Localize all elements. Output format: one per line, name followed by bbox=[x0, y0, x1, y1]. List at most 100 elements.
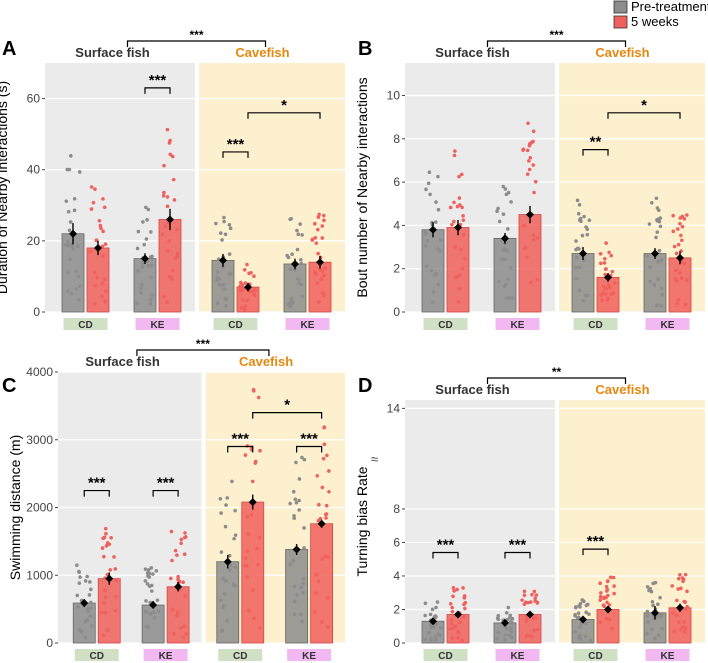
category-tag bbox=[213, 318, 258, 330]
data-point bbox=[463, 606, 467, 611]
surface-background bbox=[405, 400, 555, 643]
data-point bbox=[584, 293, 589, 298]
data-point bbox=[316, 579, 321, 583]
axis-break: ≈ bbox=[371, 452, 378, 467]
data-point bbox=[327, 489, 331, 494]
data-point bbox=[600, 298, 604, 302]
data-point bbox=[459, 247, 463, 252]
data-point bbox=[181, 635, 185, 639]
data-point bbox=[162, 294, 166, 299]
data-point bbox=[324, 516, 328, 520]
data-point bbox=[223, 524, 228, 529]
data-point bbox=[679, 233, 683, 238]
pair-sig-bracket bbox=[222, 151, 249, 158]
data-point bbox=[496, 206, 500, 211]
pair-sig-bracket bbox=[83, 489, 110, 497]
category-tag bbox=[495, 649, 540, 661]
group-title-surface: Surface fish bbox=[435, 382, 509, 397]
data-point bbox=[296, 232, 301, 237]
data-point bbox=[321, 456, 326, 461]
data-point bbox=[434, 634, 438, 639]
data-point bbox=[463, 256, 467, 261]
data-point bbox=[88, 580, 92, 584]
data-point bbox=[450, 636, 455, 640]
data-point bbox=[215, 270, 220, 274]
data-point bbox=[101, 229, 105, 234]
pair-sig-label: * bbox=[641, 97, 647, 114]
mean-marker bbox=[604, 273, 612, 282]
y-tick-label: 20 bbox=[27, 234, 41, 248]
data-point bbox=[676, 242, 681, 247]
data-point bbox=[659, 286, 664, 291]
data-point bbox=[113, 608, 118, 613]
data-point bbox=[156, 609, 161, 614]
data-point bbox=[424, 187, 428, 192]
data-point bbox=[149, 566, 154, 570]
data-point bbox=[525, 172, 530, 176]
data-point bbox=[292, 514, 296, 518]
mean-marker bbox=[429, 617, 437, 626]
data-point bbox=[503, 187, 508, 191]
data-point bbox=[451, 594, 455, 599]
data-point bbox=[532, 190, 536, 195]
data-point bbox=[114, 578, 119, 583]
mean-marker bbox=[219, 256, 227, 265]
data-point bbox=[99, 610, 104, 615]
data-point bbox=[528, 600, 533, 604]
data-point bbox=[678, 221, 682, 226]
data-point bbox=[522, 602, 527, 607]
data-point bbox=[215, 301, 220, 306]
data-point bbox=[676, 227, 680, 231]
data-point bbox=[598, 598, 603, 602]
data-point bbox=[151, 572, 155, 576]
panel-letter: C bbox=[2, 375, 16, 397]
data-point bbox=[501, 184, 506, 189]
data-point bbox=[105, 572, 110, 577]
data-point bbox=[501, 248, 506, 253]
data-point bbox=[495, 637, 499, 641]
data-point bbox=[135, 301, 140, 306]
data-point bbox=[604, 616, 609, 621]
data-point bbox=[677, 620, 681, 624]
data-point bbox=[172, 631, 176, 636]
data-point bbox=[152, 615, 157, 620]
data-point bbox=[93, 187, 97, 191]
data-point bbox=[315, 473, 320, 478]
data-point bbox=[327, 469, 331, 473]
data-point bbox=[83, 579, 88, 583]
data-point bbox=[448, 627, 452, 631]
data-point bbox=[451, 586, 456, 590]
data-point bbox=[68, 154, 73, 158]
data-point bbox=[89, 600, 93, 605]
data-point bbox=[452, 200, 456, 205]
data-point bbox=[530, 592, 534, 597]
data-point bbox=[169, 277, 174, 282]
data-point bbox=[75, 563, 79, 567]
data-point bbox=[91, 200, 96, 205]
bar bbox=[241, 501, 265, 644]
data-point bbox=[217, 277, 222, 281]
data-point bbox=[93, 283, 98, 288]
mean-marker bbox=[454, 610, 462, 619]
category-tag bbox=[645, 318, 690, 330]
data-point bbox=[531, 163, 536, 167]
data-point bbox=[95, 275, 99, 280]
data-point bbox=[297, 477, 302, 481]
data-point bbox=[659, 304, 663, 308]
data-point bbox=[531, 129, 536, 134]
data-point bbox=[607, 250, 611, 255]
category-label: CD bbox=[78, 320, 92, 331]
data-point bbox=[144, 237, 149, 241]
data-point bbox=[657, 248, 662, 253]
data-point bbox=[428, 192, 432, 197]
data-point bbox=[573, 630, 578, 634]
pair-sig-label: *** bbox=[149, 72, 167, 89]
data-point bbox=[461, 218, 466, 222]
data-point bbox=[238, 286, 243, 291]
data-point bbox=[179, 541, 183, 546]
data-point bbox=[682, 217, 687, 221]
data-point bbox=[66, 239, 70, 244]
data-point bbox=[654, 303, 659, 308]
data-point bbox=[172, 198, 177, 202]
data-point bbox=[609, 253, 614, 258]
